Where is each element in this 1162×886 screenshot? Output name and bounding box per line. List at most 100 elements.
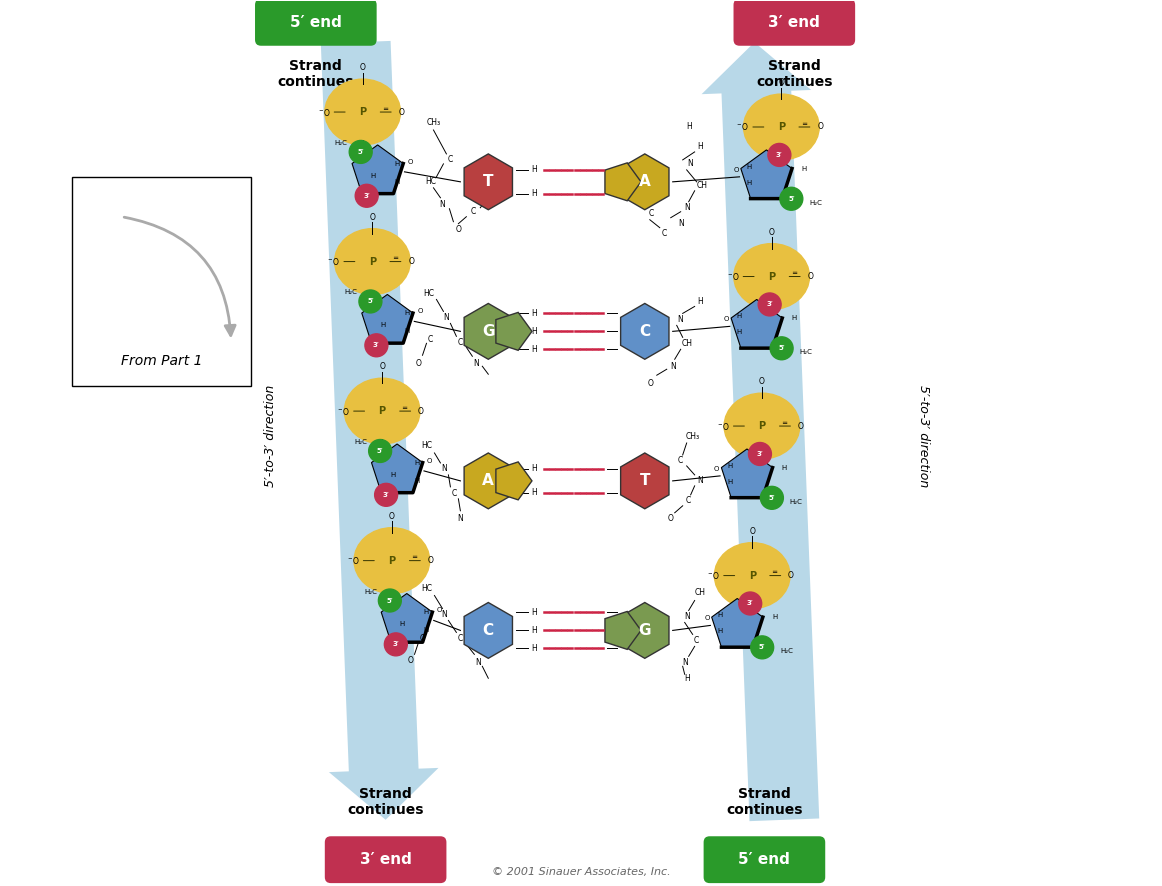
Text: O: O [417,308,423,315]
Text: H: H [390,472,395,478]
Text: 3′: 3′ [766,301,773,307]
Text: A: A [482,473,494,488]
Text: H: H [683,673,689,683]
Text: O: O [788,571,794,580]
Polygon shape [621,303,669,359]
Polygon shape [361,294,413,343]
Text: O: O [704,616,710,621]
Text: H: H [727,462,732,469]
Text: C: C [458,633,462,643]
Text: O: O [379,362,385,371]
Polygon shape [731,299,782,348]
FancyArrow shape [321,41,438,820]
FancyBboxPatch shape [733,0,855,46]
FancyBboxPatch shape [254,0,376,46]
Text: $^-$O: $^-$O [736,121,749,133]
Text: HC: HC [423,289,433,298]
Circle shape [356,184,378,207]
Text: H: H [737,330,743,335]
Text: O: O [389,512,395,521]
Text: C: C [679,456,683,465]
Text: N: N [442,610,447,619]
Text: H₂C: H₂C [364,588,376,595]
Polygon shape [464,602,512,658]
Text: 5′-to-3′ direction: 5′-to-3′ direction [918,385,931,487]
Circle shape [350,141,372,163]
Text: O: O [798,422,804,431]
Text: O: O [437,608,442,613]
Text: H₂C: H₂C [780,649,792,655]
Text: N: N [687,159,693,168]
Text: H: H [395,179,400,185]
Ellipse shape [335,229,410,294]
Text: 3′ end: 3′ end [360,852,411,867]
Text: H: H [400,621,406,627]
Text: N: N [473,359,479,368]
Text: H: H [414,478,419,484]
Text: 3′: 3′ [393,641,400,648]
Text: H: H [414,460,419,466]
Circle shape [780,187,803,210]
Text: C: C [694,636,700,645]
Text: T: T [639,473,650,488]
Text: C: C [471,207,476,216]
Text: O: O [769,228,775,237]
Text: O: O [360,152,366,161]
Text: P: P [379,406,386,416]
Text: O: O [408,159,413,165]
Text: H: H [531,644,537,653]
Text: CH: CH [697,182,708,190]
Text: C: C [662,229,667,238]
Circle shape [368,439,392,462]
Text: 3′: 3′ [382,492,389,498]
Text: P: P [388,556,395,565]
Circle shape [374,484,397,506]
FancyBboxPatch shape [325,836,446,883]
Text: $^-$O: $^-$O [317,106,331,118]
Text: N: N [442,464,447,473]
Polygon shape [741,150,792,198]
Circle shape [751,636,774,659]
Polygon shape [464,154,512,210]
Text: P: P [368,257,376,267]
Text: 3′ end: 3′ end [768,15,820,30]
Text: O: O [749,616,755,625]
Polygon shape [464,453,512,509]
Text: H: H [746,164,752,170]
Text: C: C [452,489,457,498]
Ellipse shape [354,528,430,594]
Polygon shape [464,303,512,359]
Text: N: N [676,315,682,324]
Text: O: O [399,107,404,117]
Text: H: H [717,628,723,634]
Text: 3′: 3′ [776,152,783,158]
Text: 5′: 5′ [387,597,393,603]
Text: 5′ end: 5′ end [739,852,790,867]
Text: H: H [531,190,537,198]
Text: ═: ═ [791,269,796,276]
Text: N: N [677,219,683,229]
Text: P: P [759,421,766,431]
Circle shape [768,144,791,167]
Polygon shape [621,453,669,509]
Text: H: H [380,323,386,329]
Text: N: N [683,612,689,621]
Text: H: H [746,180,752,186]
Text: P: P [748,571,755,580]
Text: H: H [531,345,537,354]
Circle shape [770,337,794,360]
Text: O: O [749,526,755,536]
Polygon shape [496,313,532,350]
Text: O: O [408,257,414,266]
Text: 3′: 3′ [747,601,754,607]
Text: CH₃: CH₃ [686,431,700,440]
Text: P: P [359,107,366,117]
Text: C: C [419,633,425,643]
Text: H: H [424,610,429,616]
Text: H₂C: H₂C [809,199,823,206]
Text: C: C [639,324,651,338]
Text: 5′: 5′ [788,196,795,202]
Text: O: O [817,122,823,131]
Text: H₂C: H₂C [799,349,812,355]
Text: O: O [808,272,813,281]
